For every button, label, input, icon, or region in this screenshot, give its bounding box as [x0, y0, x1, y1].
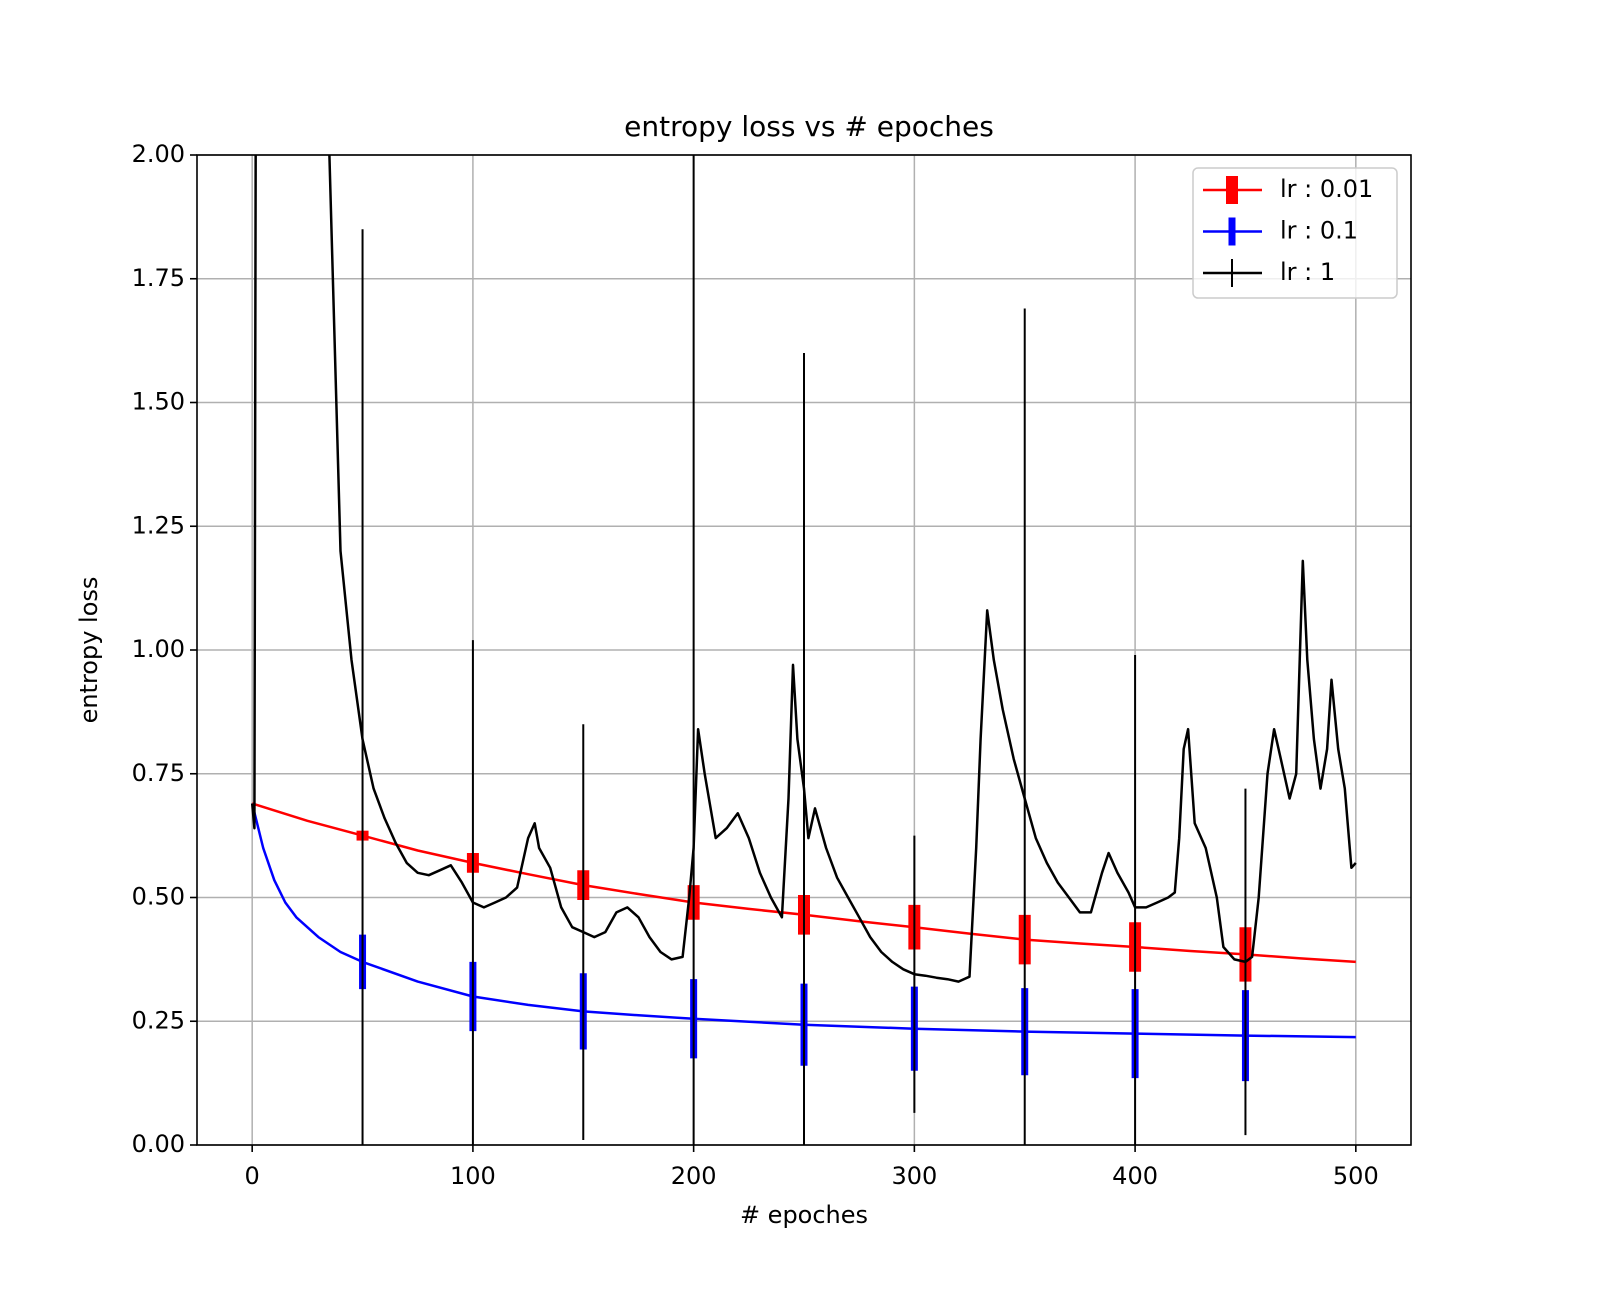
x-tick-label: 0 [245, 1162, 260, 1190]
x-tick-label: 200 [671, 1162, 717, 1190]
legend-box [1192, 167, 1398, 299]
plot-area [250, 155, 1357, 1145]
chart-title: entropy loss vs # epoches [624, 110, 994, 143]
y-tick-label: 0.75 [132, 759, 185, 787]
x-axis-label: # epoches [740, 1201, 868, 1229]
x-tick-label: 500 [1333, 1162, 1379, 1190]
y-tick-label: 2.00 [132, 140, 185, 168]
x-tick-label: 100 [450, 1162, 496, 1190]
legend: lr : 0.01 lr : 0.1 lr : 1 [1192, 167, 1398, 299]
y-tick-label: 1.75 [132, 264, 185, 292]
y-tick-label: 0.00 [132, 1130, 185, 1158]
legend-label: lr : 0.01 [1280, 175, 1373, 203]
x-tick-label: 300 [891, 1162, 937, 1190]
y-tick-label: 0.50 [132, 883, 185, 911]
ticks: 0 100 200 300 400 500 0.00 0.25 0.50 0.75 1.00 1.25… [132, 140, 1379, 1190]
series-line [250, 803, 1356, 1039]
y-tick-label: 1.00 [132, 635, 185, 663]
legend-label: lr : 0.1 [1280, 217, 1358, 245]
y-tick-label: 1.25 [132, 511, 185, 539]
y-tick-label: 1.50 [132, 388, 185, 416]
x-tick-label: 400 [1112, 1162, 1158, 1190]
legend-label: lr : 1 [1280, 258, 1335, 286]
y-axis-label: entropy loss [75, 577, 103, 724]
series-line [250, 155, 1357, 983]
y-tick-label: 0.25 [132, 1006, 185, 1034]
